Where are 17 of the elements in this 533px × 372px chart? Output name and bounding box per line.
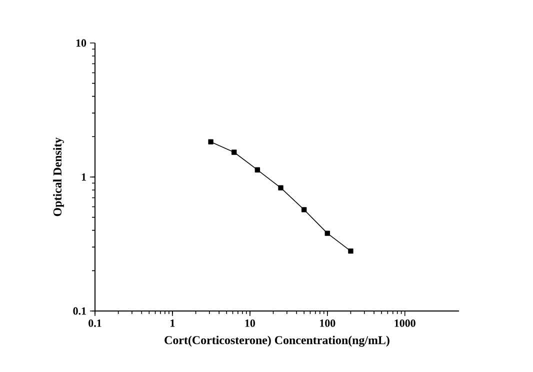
x-tick-label: 0.1 xyxy=(88,320,102,327)
y-tick-label: 0.1 xyxy=(73,307,86,315)
y-tick-label: 1 xyxy=(82,173,86,181)
point xyxy=(232,150,237,155)
x-tick-label: 1 xyxy=(170,319,175,327)
y-axis-title: Optical Density xyxy=(53,137,64,216)
x-axis-title: Cort(Corticosterone) Concentration(ng/mL) xyxy=(164,336,390,347)
x-tick-label: 100 xyxy=(320,320,336,327)
point xyxy=(301,207,307,212)
point xyxy=(254,167,260,172)
point xyxy=(348,248,354,254)
y-tick-label: 10 xyxy=(76,39,86,47)
point xyxy=(324,230,330,236)
x-tick-label: 1000 xyxy=(394,320,416,327)
x-tick-label: 10 xyxy=(245,320,255,327)
point xyxy=(278,185,284,190)
point xyxy=(208,139,214,144)
